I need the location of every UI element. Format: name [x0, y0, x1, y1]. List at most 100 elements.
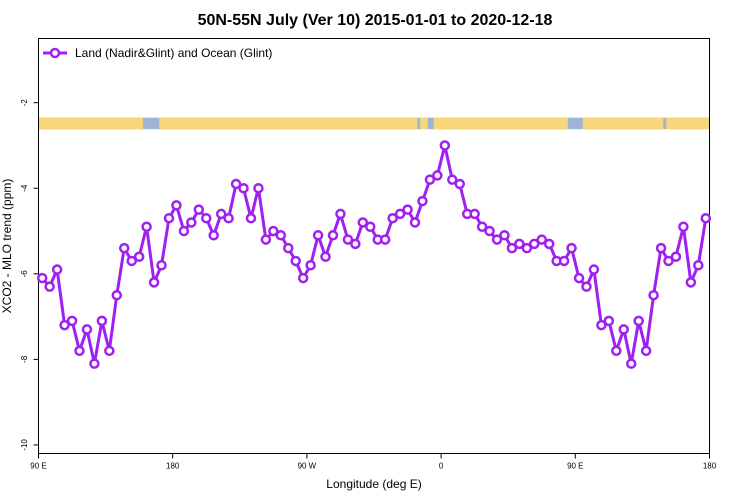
land-band-segment [433, 117, 442, 130]
data-point [379, 234, 391, 245]
data-point [133, 251, 145, 262]
data-point [536, 234, 547, 245]
data-point [66, 315, 78, 327]
data-point [469, 208, 480, 220]
series-layer [36, 140, 712, 369]
data-point [387, 212, 398, 224]
data-point [640, 345, 652, 357]
y-tick-label: -6 [20, 270, 29, 278]
data-point [394, 208, 406, 220]
data-point [439, 140, 451, 151]
y-tick-label: -2 [20, 99, 29, 107]
data-point [447, 174, 458, 185]
data-point [521, 242, 533, 254]
y-axis-label: XCO2 - MLO trend (ppm) [0, 179, 14, 314]
data-point [670, 251, 682, 262]
land-band-segment [159, 117, 418, 130]
data-point [230, 178, 242, 190]
land-band-segment [666, 117, 710, 130]
data-point [104, 345, 115, 357]
data-point [402, 204, 413, 215]
data-point [409, 217, 421, 228]
data-point [89, 358, 100, 369]
data-point [81, 324, 93, 335]
data-point [223, 212, 234, 224]
data-point [588, 264, 600, 275]
data-point [148, 277, 160, 288]
data-point [178, 225, 190, 237]
data-point [417, 195, 428, 207]
data-point [186, 217, 197, 228]
data-point [156, 260, 167, 271]
data-point [596, 319, 607, 331]
data-point [357, 217, 369, 228]
data-point [566, 242, 577, 254]
data-point [327, 230, 339, 241]
series-line [41, 144, 708, 366]
data-point [633, 315, 644, 327]
x-tick-label: 90 W [298, 462, 317, 471]
x-tick-label: 180 [703, 462, 717, 471]
legend: Land (Nadir&Glint) and Ocean (Glint) [43, 46, 272, 60]
data-point [51, 264, 63, 275]
data-point [342, 234, 354, 245]
data-point [491, 234, 503, 245]
data-point [618, 324, 630, 335]
data-point [700, 212, 712, 224]
data-point [476, 221, 488, 232]
data-point [201, 212, 212, 224]
land-band-segment [420, 117, 428, 130]
data-point [215, 208, 227, 220]
data-point [290, 255, 301, 267]
data-point [543, 238, 555, 250]
data-point [484, 225, 495, 237]
data-point [96, 315, 108, 327]
data-point [59, 319, 70, 331]
data-point [36, 272, 48, 284]
data-point [283, 242, 294, 254]
data-point [663, 255, 674, 267]
data-point [305, 260, 316, 271]
data-point [558, 255, 570, 267]
data-point [268, 225, 279, 237]
data-point [275, 230, 287, 241]
data-point [320, 251, 331, 262]
land-ocean-band [38, 117, 710, 130]
data-point [432, 170, 443, 181]
data-point [245, 212, 257, 224]
data-point [625, 358, 637, 369]
y-tick-label: -4 [20, 184, 29, 192]
land-band-segment [441, 117, 568, 130]
data-point [655, 242, 667, 254]
data-point [74, 345, 85, 357]
data-point [208, 230, 219, 241]
data-point [506, 242, 518, 254]
data-point [693, 260, 704, 271]
x-tick-label: 0 [439, 462, 444, 471]
data-point [253, 182, 264, 194]
data-point [611, 345, 622, 357]
data-point [678, 221, 689, 232]
plot-frame [38, 38, 710, 454]
data-point [193, 204, 205, 215]
data-point [141, 221, 152, 232]
data-point [603, 315, 615, 327]
data-point [573, 272, 585, 284]
legend-marker [49, 47, 61, 59]
land-band-segment [582, 117, 664, 130]
data-point [514, 238, 525, 250]
data-point [260, 234, 272, 245]
x-axis-label: Longitude (deg E) [326, 477, 421, 491]
data-point [312, 230, 324, 241]
data-point [111, 289, 123, 301]
data-point [648, 289, 659, 301]
data-point [365, 221, 376, 232]
data-point [499, 230, 510, 241]
data-point [297, 272, 309, 284]
land-band-segment [130, 117, 143, 130]
x-tick-label: 90 E [30, 462, 46, 471]
legend-label: Land (Nadir&Glint) and Ocean (Glint) [75, 46, 272, 60]
data-point [424, 174, 436, 185]
